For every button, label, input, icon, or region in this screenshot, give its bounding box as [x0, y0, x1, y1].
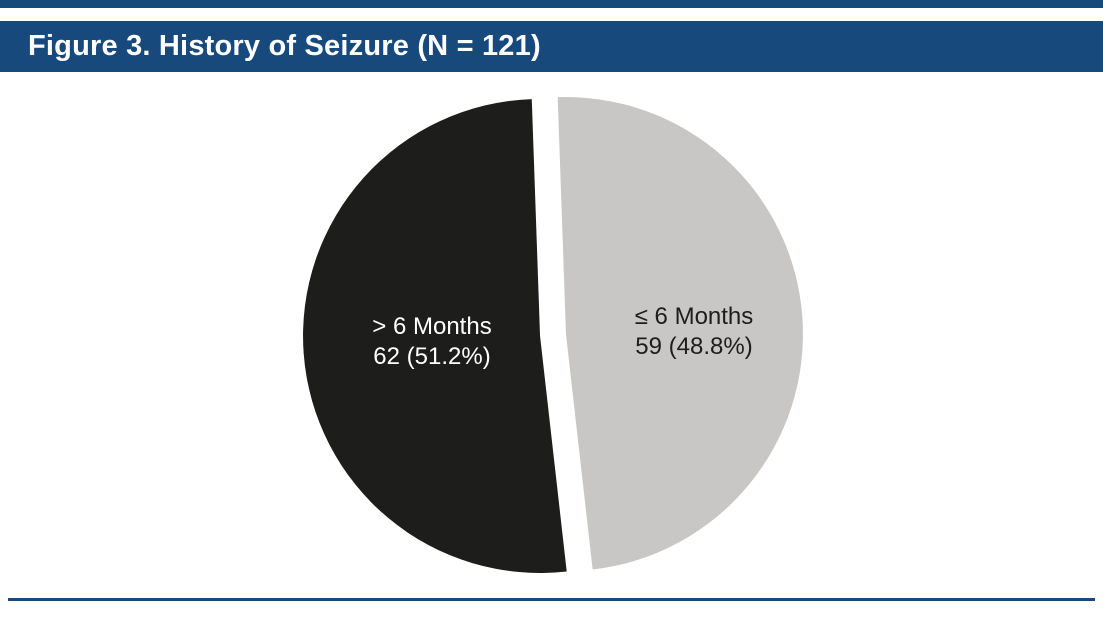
top-accent-bar	[0, 0, 1103, 8]
pie-chart	[303, 97, 803, 573]
pie-slice-1	[557, 97, 803, 570]
figure-title: Figure 3. History of Seizure (N = 121)	[28, 30, 541, 62]
pie-slice-0	[303, 99, 567, 573]
figure-title-bar: Figure 3. History of Seizure (N = 121)	[0, 21, 1103, 72]
bottom-border-line	[8, 598, 1095, 601]
pie-chart-area: > 6 Months 62 (51.2%) ≤ 6 Months 59 (48.…	[0, 72, 1103, 592]
